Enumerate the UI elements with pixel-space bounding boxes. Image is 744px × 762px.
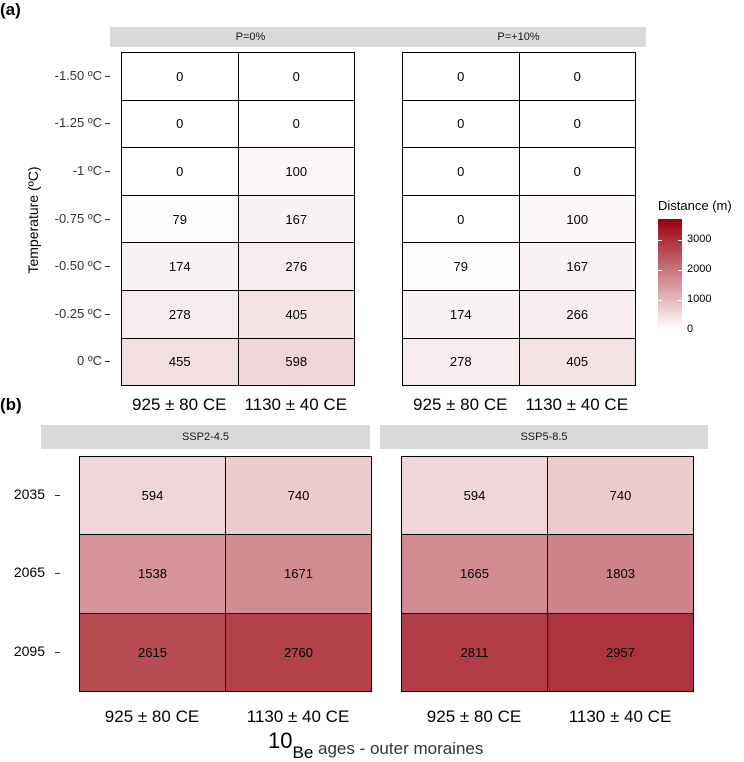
x-tick-label: 1130 ± 40 CE (525, 395, 629, 415)
x-tick-label: 925 ± 80 CE (413, 395, 508, 415)
heatmap-cell: 2811 (401, 612, 548, 692)
panel-label-a: (a) (0, 0, 21, 19)
y-tick-mark (105, 313, 110, 315)
legend-tick-label: 2000 (687, 263, 712, 275)
y-tick-mark (105, 75, 110, 77)
y-tick-mark (105, 171, 110, 172)
heatmap-cell: 2760 (225, 612, 372, 692)
heatmap-cell: 0 (518, 52, 636, 101)
heatmap-cell: 0 (121, 52, 239, 101)
facet-strip-a-2: P=+10% (391, 27, 646, 47)
x-axis-title-element: Be (292, 743, 314, 762)
y-tick-label: 0 ºC (77, 353, 102, 369)
x-axis-title: 10Be ages - outer moraines (268, 728, 484, 762)
x-axis-title-isotope: 10 (268, 728, 293, 753)
heatmap-cell: 598 (237, 337, 355, 387)
heatmap-cell: 167 (237, 194, 355, 244)
heatmap-cell: 276 (237, 242, 355, 291)
legend-tick-mark (658, 270, 662, 271)
heatmap-cell: 100 (518, 194, 636, 244)
y-tick-label: -0.50 ºC (54, 258, 102, 274)
legend-tick-label: 1000 (687, 293, 712, 305)
heatmap-cell: 0 (237, 99, 355, 149)
y-tick-mark (105, 266, 110, 268)
heatmap-cell: 740 (225, 456, 372, 536)
legend-tick-mark (678, 270, 682, 271)
x-tick-label: 1130 ± 40 CE (568, 706, 672, 726)
legend-colorbar (658, 219, 682, 330)
heatmap-cell: 405 (518, 337, 636, 387)
heatmap-cell: 1538 (79, 534, 226, 614)
legend-tick-mark (678, 330, 682, 331)
x-tick-label: 1130 ± 40 CE (246, 706, 350, 726)
y-tick-label: 2035 (13, 486, 45, 503)
heatmap-cell: 167 (518, 242, 636, 291)
heatmap-cell: 0 (121, 147, 239, 196)
y-tick-mark (55, 573, 60, 575)
heatmap-cell: 0 (402, 99, 520, 149)
heatmap-cell: 0 (402, 194, 520, 244)
heatmap-cell: 1671 (225, 534, 372, 614)
heatmap-cell: 0 (402, 147, 520, 196)
x-axis-title-text: ages - outer moraines (313, 739, 484, 758)
heatmap-cell: 594 (401, 456, 548, 536)
facet-strip-a-1: P=0% (110, 27, 391, 47)
x-tick-label: 1130 ± 40 CE (244, 395, 348, 415)
heatmap-cell: 405 (237, 290, 355, 339)
legend-tick-mark (658, 300, 662, 301)
heatmap-cell: 740 (547, 456, 694, 536)
y-tick-label: -1 ºC (72, 163, 102, 178)
y-tick-label: 2065 (13, 564, 45, 581)
legend-tick-label: 0 (687, 323, 694, 335)
y-tick-label: -0.25 ºC (54, 305, 102, 321)
legend-title: Distance (m) (658, 198, 732, 213)
heatmap-cell: 79 (121, 194, 239, 244)
heatmap-cell: 594 (79, 456, 226, 536)
y-tick-mark (55, 495, 60, 497)
legend-tick-mark (678, 240, 682, 241)
legend-tick-label: 3000 (687, 233, 712, 245)
heatmap-cell: 100 (237, 147, 355, 196)
heatmap-cell: 1665 (401, 534, 548, 614)
heatmap-cell: 0 (237, 52, 355, 101)
heatmap-cell: 174 (121, 242, 239, 291)
legend-tick-mark (658, 240, 662, 241)
heatmap-cell: 0 (121, 99, 239, 149)
x-tick-label: 925 ± 80 CE (132, 395, 227, 415)
heatmap-cell: 278 (121, 290, 239, 339)
heatmap-cell: 2957 (547, 612, 694, 692)
heatmap-cell: 0 (518, 147, 636, 196)
y-tick-label: -1.50 ºC (54, 67, 102, 83)
y-tick-mark (105, 218, 110, 220)
heatmap-cell: 174 (402, 290, 520, 339)
heatmap-cell: 266 (518, 290, 636, 339)
legend-tick-mark (678, 300, 682, 301)
heatmap-cell: 1803 (547, 534, 694, 614)
y-axis-title: Temperature (ºC) (25, 166, 41, 274)
y-tick-label: -0.75 ºC (54, 210, 102, 226)
y-tick-label: -1.25 ºC (54, 115, 102, 131)
heatmap-cell: 278 (402, 337, 520, 387)
y-tick-mark (105, 123, 110, 125)
x-tick-label: 925 ± 80 CE (426, 706, 522, 726)
heatmap-cell: 2615 (79, 612, 226, 692)
y-tick-label: 2095 (13, 642, 45, 659)
y-tick-mark (55, 651, 60, 653)
facet-strip-b-1: SSP2-4.5 (41, 425, 370, 449)
y-tick-mark (105, 361, 110, 363)
facet-strip-b-2: SSP5-8.5 (380, 425, 708, 449)
legend-tick-mark (658, 330, 662, 331)
x-tick-label: 925 ± 80 CE (104, 706, 200, 726)
heatmap-cell: 0 (518, 99, 636, 149)
heatmap-cell: 79 (402, 242, 520, 291)
heatmap-cell: 0 (402, 52, 520, 101)
heatmap-cell: 455 (121, 337, 239, 387)
panel-label-b: (b) (0, 395, 22, 414)
